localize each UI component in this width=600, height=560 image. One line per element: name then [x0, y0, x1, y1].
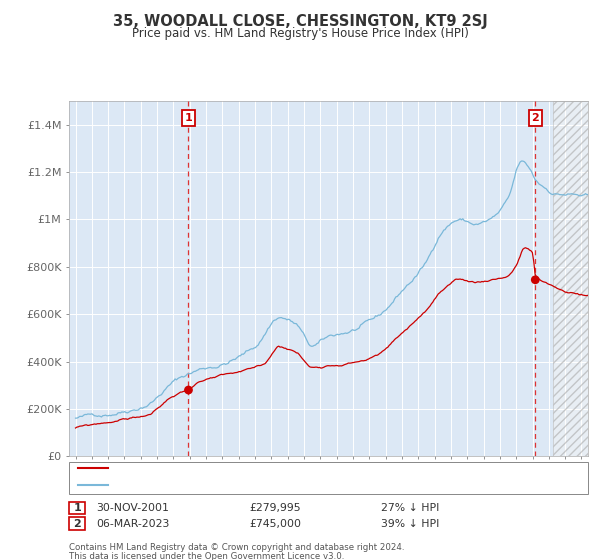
Text: 06-MAR-2023: 06-MAR-2023	[96, 519, 169, 529]
Text: Contains HM Land Registry data © Crown copyright and database right 2024.: Contains HM Land Registry data © Crown c…	[69, 543, 404, 552]
Text: 2: 2	[532, 113, 539, 123]
Text: 27% ↓ HPI: 27% ↓ HPI	[381, 503, 439, 513]
Text: Price paid vs. HM Land Registry's House Price Index (HPI): Price paid vs. HM Land Registry's House …	[131, 27, 469, 40]
Text: 39% ↓ HPI: 39% ↓ HPI	[381, 519, 439, 529]
Text: 30-NOV-2001: 30-NOV-2001	[96, 503, 169, 513]
Text: £745,000: £745,000	[249, 519, 301, 529]
Text: HPI: Average price, detached house, Kingston upon Thames: HPI: Average price, detached house, King…	[113, 480, 415, 489]
Text: 1: 1	[185, 113, 193, 123]
Text: 35, WOODALL CLOSE, CHESSINGTON, KT9 2SJ (detached house): 35, WOODALL CLOSE, CHESSINGTON, KT9 2SJ …	[113, 463, 436, 473]
Text: 1: 1	[73, 503, 81, 513]
Bar	[553, 101, 588, 456]
Text: 35, WOODALL CLOSE, CHESSINGTON, KT9 2SJ: 35, WOODALL CLOSE, CHESSINGTON, KT9 2SJ	[113, 14, 487, 29]
Point	[530, 276, 540, 284]
Bar	[553, 101, 588, 456]
Text: This data is licensed under the Open Government Licence v3.0.: This data is licensed under the Open Gov…	[69, 552, 344, 560]
Text: 2: 2	[73, 519, 81, 529]
Text: £279,995: £279,995	[249, 503, 301, 513]
Bar	[553, 101, 588, 456]
Point	[184, 385, 193, 394]
